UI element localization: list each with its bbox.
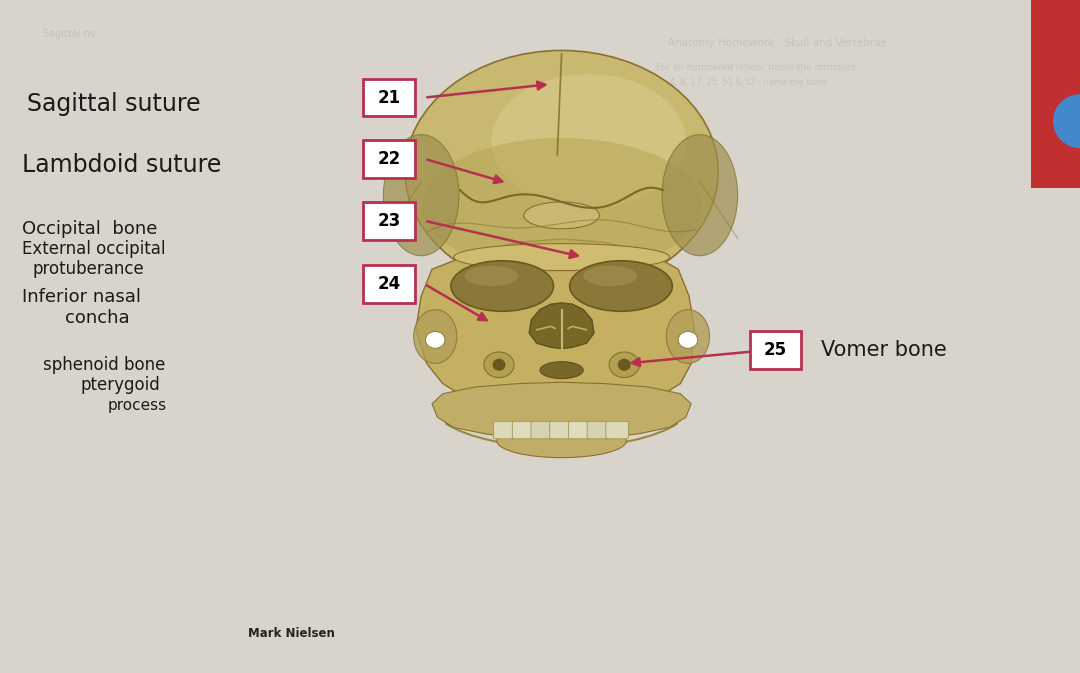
Ellipse shape (492, 359, 505, 371)
Text: Inferior nasal: Inferior nasal (22, 289, 140, 306)
Text: #3, 4, 8, 17, 25, 51 & 52 - name the bone: #3, 4, 8, 17, 25, 51 & 52 - name the bon… (652, 77, 827, 87)
Ellipse shape (583, 266, 637, 286)
Text: Occipital  bone: Occipital bone (22, 220, 157, 238)
Text: External occipital: External occipital (22, 240, 165, 258)
Text: concha: concha (65, 309, 130, 326)
Ellipse shape (678, 332, 698, 349)
Ellipse shape (484, 352, 514, 378)
Polygon shape (432, 382, 691, 439)
Ellipse shape (421, 138, 702, 273)
Ellipse shape (570, 261, 672, 312)
Text: Sagittal suture: Sagittal suture (27, 92, 201, 116)
Ellipse shape (1053, 94, 1080, 148)
FancyBboxPatch shape (363, 79, 415, 116)
Ellipse shape (662, 135, 738, 256)
Text: Vomer bone: Vomer bone (821, 340, 946, 360)
Ellipse shape (540, 362, 583, 378)
Ellipse shape (497, 424, 626, 458)
Ellipse shape (524, 202, 599, 229)
Text: 21: 21 (377, 89, 401, 106)
FancyBboxPatch shape (568, 421, 591, 439)
FancyBboxPatch shape (531, 421, 554, 439)
Ellipse shape (383, 135, 459, 256)
Ellipse shape (454, 244, 670, 271)
FancyBboxPatch shape (363, 140, 415, 178)
Ellipse shape (464, 266, 518, 286)
Text: Sagittal ns: Sagittal ns (43, 29, 95, 38)
Text: Lambdoid suture: Lambdoid suture (22, 153, 221, 177)
Text: 24: 24 (377, 275, 401, 293)
Ellipse shape (609, 352, 639, 378)
Text: Mark Nielsen: Mark Nielsen (248, 627, 335, 641)
Text: protuberance: protuberance (32, 260, 144, 278)
Ellipse shape (451, 261, 554, 312)
Ellipse shape (426, 332, 445, 349)
FancyBboxPatch shape (606, 421, 629, 439)
Ellipse shape (666, 310, 710, 363)
FancyBboxPatch shape (363, 202, 415, 240)
Text: sphenoid bone: sphenoid bone (43, 356, 165, 374)
Bar (1031, 0, 1080, 188)
Text: Anatomy Homework - Skull and Vertebrae: Anatomy Homework - Skull and Vertebrae (669, 38, 887, 48)
Text: process: process (108, 398, 167, 413)
Polygon shape (416, 239, 694, 414)
FancyBboxPatch shape (588, 421, 610, 439)
FancyBboxPatch shape (363, 265, 415, 303)
Text: 22: 22 (377, 150, 401, 168)
Ellipse shape (618, 359, 631, 371)
Text: For all numbered labels, name the structure: For all numbered labels, name the struct… (656, 63, 856, 72)
Text: pterygoid: pterygoid (81, 376, 161, 394)
FancyBboxPatch shape (512, 421, 535, 439)
FancyBboxPatch shape (750, 331, 801, 369)
Text: 25: 25 (764, 341, 787, 359)
Polygon shape (529, 303, 594, 349)
Text: 23: 23 (377, 212, 401, 229)
Ellipse shape (491, 74, 686, 209)
FancyBboxPatch shape (550, 421, 572, 439)
Ellipse shape (414, 310, 457, 363)
Ellipse shape (405, 50, 718, 293)
FancyBboxPatch shape (494, 421, 516, 439)
